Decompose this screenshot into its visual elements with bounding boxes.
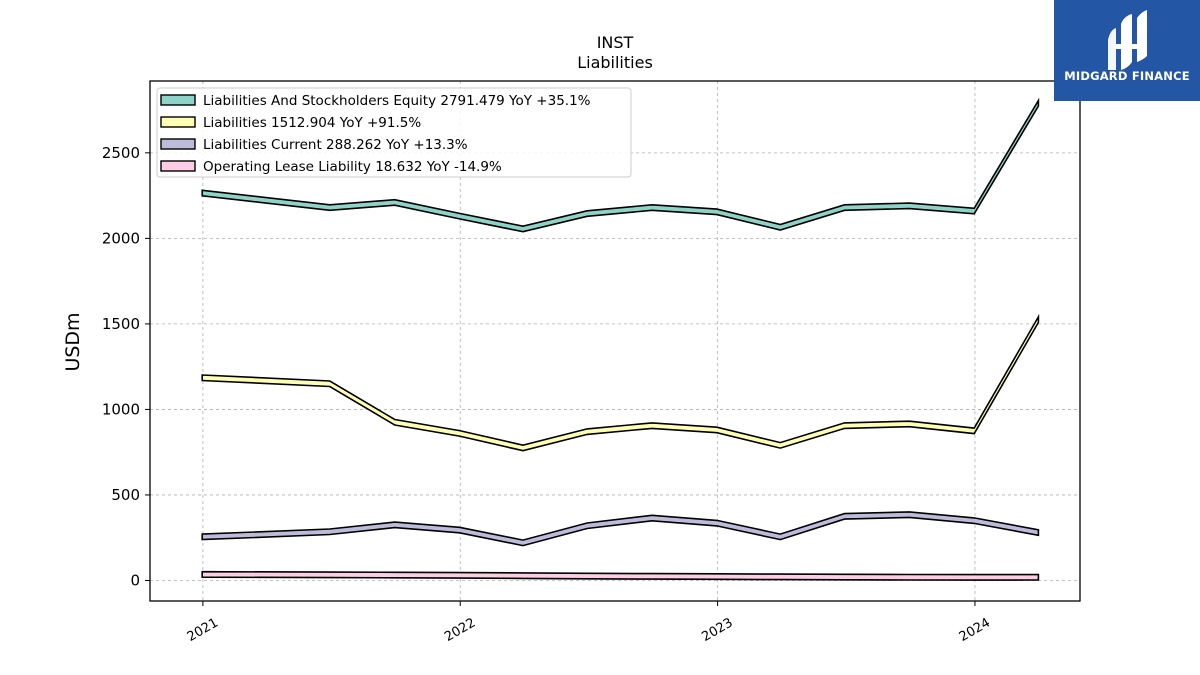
legend-box — [156, 87, 632, 178]
y-tick-label: 1500 — [102, 315, 140, 333]
y-tick-label: 0 — [130, 571, 140, 589]
brand-mark-icon — [1108, 10, 1147, 70]
legend-label: Operating Lease Liability 18.632 YoY -14… — [203, 159, 502, 175]
y-tick-label: 2000 — [102, 229, 140, 247]
y-tick-label: 2500 — [102, 144, 140, 162]
legend-swatch — [160, 116, 196, 128]
legend-swatch — [160, 94, 196, 106]
y-axis: 0 500 1000 1500 2000 2500 — [102, 144, 150, 589]
legend-label: Liabilities 1512.904 YoY +91.5% — [203, 115, 421, 131]
x-tick-label: 2024 — [957, 615, 993, 645]
legend-swatch — [160, 138, 196, 150]
y-tick-label: 500 — [111, 486, 140, 504]
legend-label: Liabilities And Stockholders Equity 2791… — [203, 93, 591, 109]
legend-label: Liabilities Current 288.262 YoY +13.3% — [203, 137, 468, 153]
chart-subtitle: Liabilities — [577, 53, 653, 72]
x-tick-label: 2021 — [185, 615, 221, 645]
legend-swatch — [160, 160, 196, 172]
x-tick-label: 2023 — [699, 615, 735, 645]
y-axis-label: USDm — [62, 312, 84, 371]
chart-title: INST — [597, 33, 634, 52]
plot-frame — [149, 80, 1081, 602]
y-tick-label: 1000 — [102, 400, 140, 418]
x-axis: 2021 2022 2023 2024 — [185, 601, 993, 645]
x-tick-label: 2022 — [442, 615, 478, 645]
brand-logo: MIDGARD FINANCE — [1054, 0, 1200, 101]
brand-name: MIDGARD FINANCE — [1064, 69, 1190, 83]
series-line — [201, 97, 1040, 233]
series-line — [201, 511, 1040, 547]
legend: Liabilities And Stockholders Equity 2791… — [156, 87, 632, 178]
series-line — [201, 313, 1040, 452]
series-line — [201, 570, 1040, 581]
series-group — [201, 97, 1040, 581]
